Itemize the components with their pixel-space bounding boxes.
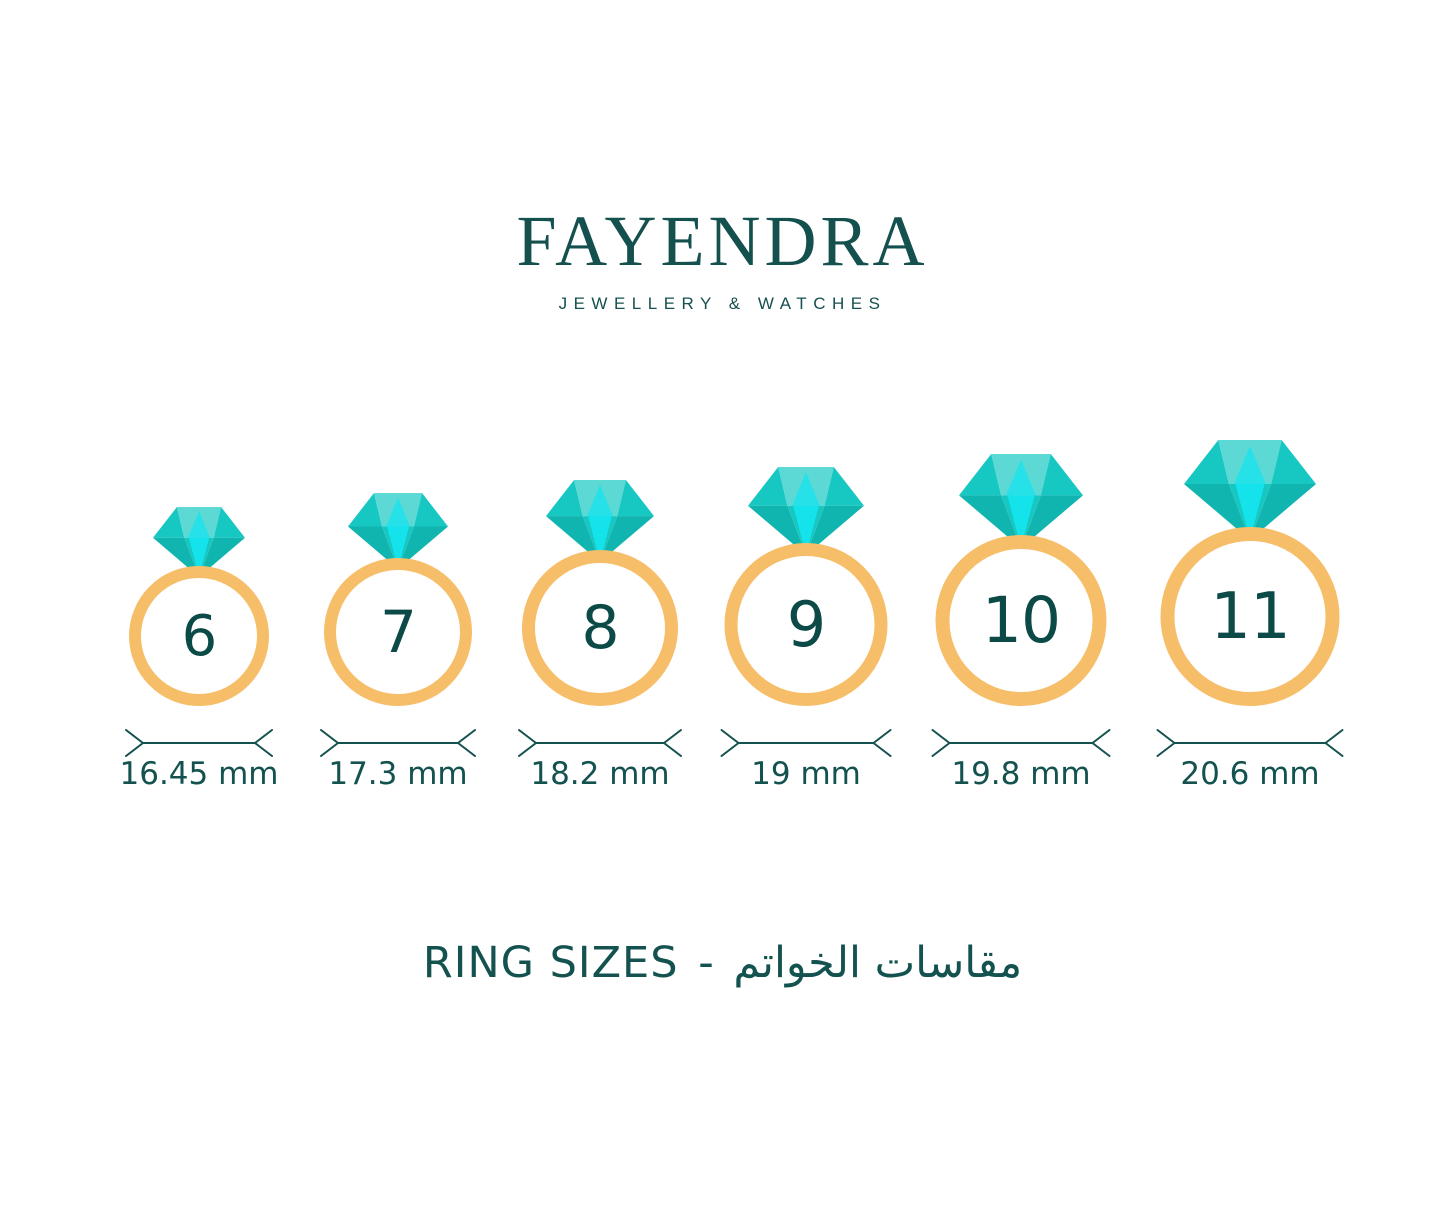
dimension-arrow-icon	[720, 729, 892, 757]
ring-size-number: 8	[581, 593, 619, 663]
ring-measurement-label: 18.2 mm	[530, 756, 670, 792]
ring-band-icon[interactable]: 6	[129, 566, 269, 706]
page-title-separator: -	[698, 938, 714, 988]
dimension-arrow-icon	[931, 729, 1111, 757]
ring-band-icon[interactable]: 11	[1160, 527, 1340, 706]
diamond-gem-icon	[959, 454, 1083, 548]
diamond-gem-icon	[546, 480, 654, 562]
ring-band-icon[interactable]: 7	[324, 558, 472, 706]
brand-tagline: JEWELLERY & WATCHES	[558, 294, 887, 313]
ring-size-number: 6	[181, 603, 218, 669]
ring-band-icon[interactable]: 8	[522, 550, 678, 706]
ring-measurement-label: 20.6 mm	[1180, 756, 1320, 792]
ring-size-row: 6 16.45 mm	[0, 440, 1445, 815]
ring-size-item[interactable]: 11 20.6 mm	[1145, 440, 1355, 815]
dimension-arrow-icon	[125, 729, 273, 757]
diamond-gem-icon	[748, 467, 864, 555]
dimension-arrow-icon	[1156, 729, 1344, 757]
page-title-english: RING SIZES	[422, 938, 679, 988]
brand-wordmark: FAYENDRA	[516, 201, 929, 281]
page-title: RING SIZES - مقاسات الخواتم	[0, 938, 1445, 988]
dimension-arrow-icon	[518, 729, 682, 757]
ring-size-item[interactable]: 6 16.45 mm	[94, 440, 304, 815]
ring-measurement-label: 17.3 mm	[328, 756, 468, 792]
ring-measurement-label: 19.8 mm	[951, 756, 1091, 792]
ring-measurement-label: 16.45 mm	[119, 756, 279, 792]
brand-logo: FAYENDRA JEWELLERY & WATCHES	[0, 205, 1445, 314]
ring-size-number: 9	[786, 588, 826, 661]
ring-band-icon[interactable]: 10	[935, 535, 1107, 706]
ring-size-number: 7	[380, 598, 417, 666]
ring-band-icon[interactable]: 9	[724, 543, 888, 706]
ring-measurement-label: 19 mm	[751, 756, 861, 792]
ring-size-number: 10	[981, 584, 1061, 657]
dimension-arrow-icon	[320, 729, 476, 757]
ring-size-item[interactable]: 10 19.8 mm	[916, 440, 1126, 815]
ring-size-item[interactable]: 8 18.2 mm	[495, 440, 705, 815]
ring-size-item[interactable]: 7 17.3 mm	[293, 440, 503, 815]
diamond-gem-icon	[1184, 440, 1316, 540]
ring-size-number: 11	[1210, 579, 1290, 654]
diamond-gem-icon	[153, 507, 245, 577]
page-title-arabic: مقاسات الخواتم	[733, 938, 1023, 988]
ring-size-item[interactable]: 9 19 mm	[701, 440, 911, 815]
